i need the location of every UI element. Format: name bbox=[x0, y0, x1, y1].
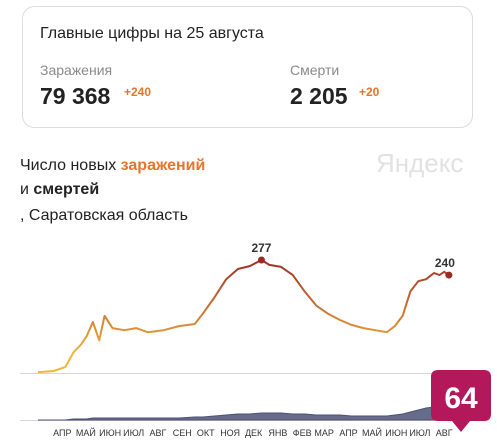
x-tick-label: АВГ bbox=[436, 428, 453, 438]
x-tick-label: ДЕК bbox=[245, 428, 263, 438]
region-badge: 64 bbox=[431, 370, 491, 432]
stat-label: Заражения bbox=[40, 62, 112, 78]
title-part: смертей bbox=[33, 181, 99, 198]
title-part: и bbox=[20, 181, 29, 198]
title-part: Число новых bbox=[20, 157, 116, 174]
x-tick-label: СЕН bbox=[173, 428, 192, 438]
infections-line bbox=[37, 259, 450, 374]
plot: АПР МАЙ ИЮН ИЮЛ АВГ СЕН ОКТ НОЯ ДЕК ЯНВ ФЕВ МАР АПР М… bbox=[37, 241, 455, 438]
x-tick-label: ИЮН bbox=[385, 428, 407, 438]
x-tick-label: ОКТ bbox=[197, 428, 215, 438]
chart-title: Число новых заражений bbox=[20, 157, 205, 174]
stat-value: 2 205 bbox=[290, 83, 348, 109]
x-tick-label: АВГ bbox=[150, 428, 167, 438]
data-label: 277 bbox=[251, 241, 271, 255]
data-label: 240 bbox=[435, 256, 455, 270]
summary-card bbox=[22, 6, 473, 128]
x-tick-label: ЯНВ bbox=[268, 428, 287, 438]
point-marker bbox=[257, 256, 265, 264]
badge-shape bbox=[431, 370, 491, 432]
stat-label: Смерти bbox=[290, 62, 339, 78]
deaths-area bbox=[38, 405, 450, 421]
title-part: заражений bbox=[121, 157, 206, 174]
x-tick-label: ИЮЛ bbox=[409, 428, 430, 438]
stat-delta: +240 bbox=[124, 85, 151, 99]
x-tick-label: МАР bbox=[314, 428, 334, 438]
stat-delta: +20 bbox=[359, 85, 380, 99]
x-tick-label: ИЮН bbox=[99, 428, 121, 438]
chart-title: и смертей bbox=[20, 181, 99, 198]
brand-watermark: Яндекс bbox=[376, 148, 463, 178]
stat-value: 79 368 bbox=[40, 83, 111, 109]
x-tick-label: АПР bbox=[339, 428, 357, 438]
x-tick-label: ИЮЛ bbox=[123, 428, 144, 438]
x-tick-label: МАЙ bbox=[362, 427, 382, 438]
x-tick-label: ФЕВ bbox=[293, 428, 312, 438]
x-tick-label: АПР bbox=[53, 428, 71, 438]
point-marker bbox=[445, 271, 453, 279]
x-tick-label: НОЯ bbox=[220, 428, 240, 438]
x-tick-label: МАЙ bbox=[76, 427, 96, 438]
badge-text: 64 bbox=[444, 382, 478, 415]
card-title: Главные цифры на 25 августа bbox=[40, 25, 264, 42]
chart-title: , Саратовская область bbox=[20, 207, 188, 224]
